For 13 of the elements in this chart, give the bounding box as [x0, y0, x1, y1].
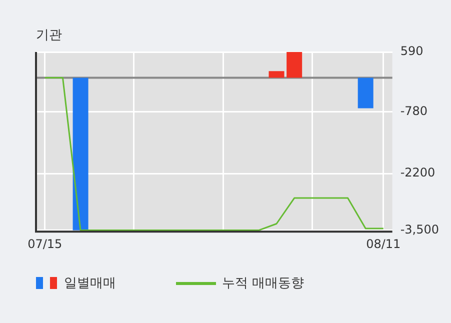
chart-title: 기관 — [36, 27, 62, 44]
x-tick-label: 07/15 — [28, 236, 62, 251]
legend-label: 일별매매 — [64, 275, 116, 292]
y-tick-label: 590 — [400, 44, 424, 58]
x-tick-label: 08/11 — [366, 236, 401, 251]
bar — [268, 71, 284, 78]
y-tick-label: -3,500 — [400, 222, 440, 236]
legend-label: 누적 매매동향 — [222, 275, 304, 292]
bar — [72, 78, 88, 230]
y-tick-label: -780 — [400, 104, 428, 118]
y-tick-label: -2200 — [400, 166, 436, 180]
bar — [286, 52, 302, 78]
bar — [358, 78, 374, 108]
